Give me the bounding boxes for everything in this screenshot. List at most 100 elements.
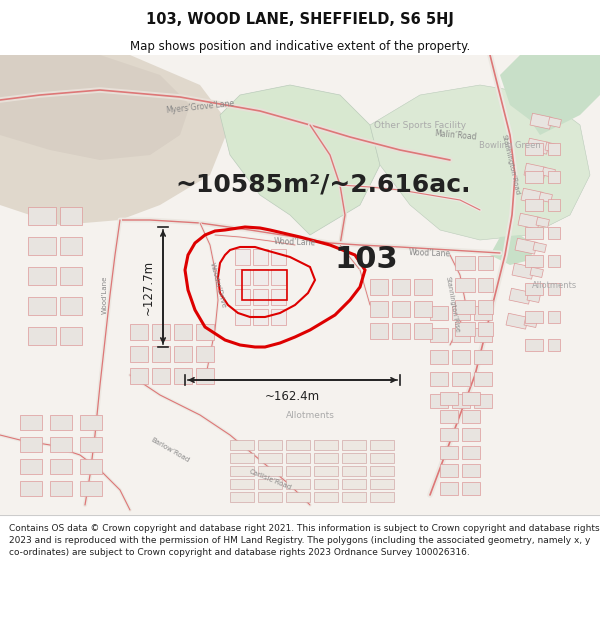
Bar xyxy=(342,479,366,489)
Bar xyxy=(253,289,268,305)
Bar xyxy=(548,199,560,211)
Bar xyxy=(392,279,410,295)
Bar xyxy=(130,324,148,340)
Bar xyxy=(370,479,394,489)
Text: Malin’Road: Malin’Road xyxy=(434,129,478,141)
Bar xyxy=(286,479,310,489)
Bar xyxy=(525,143,543,155)
Bar xyxy=(462,428,480,441)
Bar xyxy=(286,440,310,450)
Bar xyxy=(548,171,560,183)
Bar xyxy=(474,350,492,364)
Bar xyxy=(258,466,282,476)
Bar xyxy=(527,138,549,154)
Bar xyxy=(314,479,338,489)
Bar xyxy=(525,255,543,267)
Bar xyxy=(548,143,560,155)
Bar xyxy=(60,327,82,345)
Bar xyxy=(548,117,562,128)
Bar xyxy=(370,323,388,339)
Bar xyxy=(370,279,388,295)
Bar xyxy=(230,466,254,476)
Bar xyxy=(525,171,543,183)
Bar xyxy=(527,292,541,302)
Text: 103: 103 xyxy=(335,246,398,274)
Bar xyxy=(130,346,148,362)
Bar xyxy=(152,346,170,362)
Bar xyxy=(474,306,492,320)
Bar xyxy=(196,368,214,384)
Text: Map shows position and indicative extent of the property.: Map shows position and indicative extent… xyxy=(130,39,470,52)
Text: Contains OS data © Crown copyright and database right 2021. This information is : Contains OS data © Crown copyright and d… xyxy=(9,524,599,557)
Text: Allotments: Allotments xyxy=(532,281,578,289)
Text: Bowling Green: Bowling Green xyxy=(479,141,541,149)
Bar xyxy=(474,328,492,342)
Bar xyxy=(455,322,475,336)
Bar xyxy=(28,297,56,315)
Polygon shape xyxy=(220,85,380,235)
Bar xyxy=(271,309,286,325)
Text: Wooder’Drive: Wooder’Drive xyxy=(209,261,227,309)
Bar xyxy=(518,213,540,229)
Bar xyxy=(430,306,448,320)
Text: Stannington’Rise: Stannington’Rise xyxy=(445,276,461,334)
Bar xyxy=(80,415,102,430)
Bar xyxy=(196,346,214,362)
Bar xyxy=(258,453,282,463)
Bar xyxy=(174,324,192,340)
Bar xyxy=(524,317,538,328)
Bar xyxy=(235,309,250,325)
Bar xyxy=(80,481,102,496)
Bar xyxy=(474,394,492,408)
Bar xyxy=(174,368,192,384)
Bar xyxy=(235,269,250,285)
Bar xyxy=(430,372,448,386)
Bar xyxy=(542,167,556,177)
Bar xyxy=(20,459,42,474)
Bar xyxy=(455,300,475,314)
Bar xyxy=(455,278,475,292)
Bar xyxy=(314,492,338,502)
Bar xyxy=(462,482,480,495)
Bar xyxy=(521,188,543,204)
Bar xyxy=(28,267,56,285)
Bar xyxy=(525,199,543,211)
Bar xyxy=(60,267,82,285)
Polygon shape xyxy=(0,55,600,515)
Bar xyxy=(174,346,192,362)
Bar xyxy=(474,372,492,386)
Bar xyxy=(20,415,42,430)
Polygon shape xyxy=(500,55,600,135)
Bar xyxy=(462,446,480,459)
Bar xyxy=(230,440,254,450)
Bar xyxy=(509,288,531,304)
Bar xyxy=(512,263,534,279)
Text: ~10585m²/~2.616ac.: ~10585m²/~2.616ac. xyxy=(175,173,470,197)
Bar xyxy=(452,328,470,342)
Bar xyxy=(342,492,366,502)
Bar xyxy=(440,482,458,495)
Bar xyxy=(152,324,170,340)
Bar xyxy=(548,311,560,323)
Bar xyxy=(314,440,338,450)
Bar xyxy=(430,328,448,342)
Bar xyxy=(342,453,366,463)
Bar xyxy=(440,428,458,441)
Bar xyxy=(414,301,432,317)
Bar xyxy=(530,267,544,278)
Bar xyxy=(271,289,286,305)
Bar xyxy=(314,466,338,476)
Bar xyxy=(392,301,410,317)
Bar xyxy=(536,217,550,227)
Bar xyxy=(20,481,42,496)
Polygon shape xyxy=(0,55,190,160)
Bar xyxy=(258,440,282,450)
Bar xyxy=(50,415,72,430)
Bar xyxy=(430,350,448,364)
Text: 103, WOOD LANE, SHEFFIELD, S6 5HJ: 103, WOOD LANE, SHEFFIELD, S6 5HJ xyxy=(146,12,454,27)
Bar xyxy=(515,238,537,254)
Bar xyxy=(342,440,366,450)
Bar xyxy=(478,278,493,292)
Bar xyxy=(370,301,388,317)
Text: ~127.7m: ~127.7m xyxy=(142,259,155,314)
